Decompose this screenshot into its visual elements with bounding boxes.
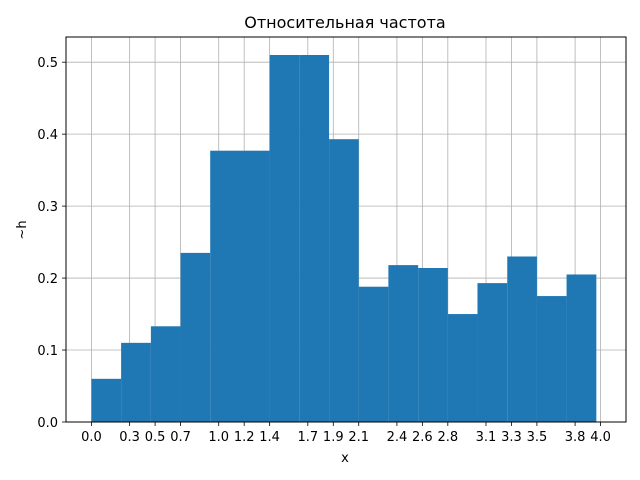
- x-tick-label: 0.7: [170, 430, 191, 445]
- x-tick-label: 2.8: [437, 430, 458, 445]
- x-tick-label: 2.4: [387, 430, 408, 445]
- histogram-bar: [180, 252, 211, 422]
- histogram-bar: [566, 274, 597, 422]
- histogram-bar: [121, 342, 151, 422]
- x-tick-label: 1.0: [208, 430, 229, 445]
- x-tick-label: 3.5: [527, 430, 548, 445]
- histogram-bar: [388, 265, 419, 422]
- histogram-bar: [239, 150, 270, 422]
- x-tick-label: 0.3: [119, 430, 140, 445]
- histogram-bar: [150, 326, 181, 422]
- y-axis-label: ~h: [15, 220, 30, 239]
- histogram-bar: [91, 378, 122, 422]
- y-tick-label: 0.3: [37, 200, 58, 215]
- x-tick-label: 1.4: [259, 430, 280, 445]
- histogram-bar: [418, 268, 448, 422]
- y-tick-label: 0.4: [37, 128, 58, 143]
- x-tick-label: 3.1: [476, 430, 497, 445]
- histogram-bar: [447, 314, 478, 422]
- chart-title: Относительная частота: [244, 13, 445, 32]
- x-tick-label: 2.1: [348, 430, 369, 445]
- y-tick-label: 0.0: [37, 416, 58, 431]
- y-tick-label: 0.2: [37, 272, 58, 287]
- histogram-bar: [536, 296, 567, 422]
- x-tick-label: 4.0: [590, 430, 611, 445]
- x-tick-label: 3.3: [501, 430, 522, 445]
- y-tick-label: 0.1: [37, 344, 58, 359]
- axes-frame: [65, 36, 627, 423]
- x-tick-label: 0.0: [81, 430, 102, 445]
- y-ticks: 0.0 0.1 0.2 0.3 0.4 0.5: [37, 56, 66, 431]
- histogram-bar: [210, 150, 240, 422]
- x-axis-label: x: [341, 451, 349, 466]
- x-tick-label: 3.8: [565, 430, 586, 445]
- histogram-bar: [358, 286, 389, 422]
- histogram-bar: [269, 54, 300, 422]
- histogram-bar: [477, 283, 508, 422]
- x-tick-label: 1.9: [323, 430, 344, 445]
- x-tick-label: 0.5: [145, 430, 166, 445]
- histogram-bar: [507, 256, 537, 422]
- x-ticks: 0.0 0.3 0.5 0.7 1.0 1.2 1.4 1.7 1.9 2.1 2.4 2.6 2.8 3…: [81, 422, 611, 445]
- bars: [91, 54, 597, 422]
- y-tick-label: 0.5: [37, 56, 58, 71]
- histogram-bar: [329, 139, 359, 422]
- x-tick-label: 1.7: [297, 430, 318, 445]
- histogram-bar: [299, 54, 330, 422]
- x-tick-label: 2.6: [412, 430, 433, 445]
- x-tick-label: 1.2: [234, 430, 255, 445]
